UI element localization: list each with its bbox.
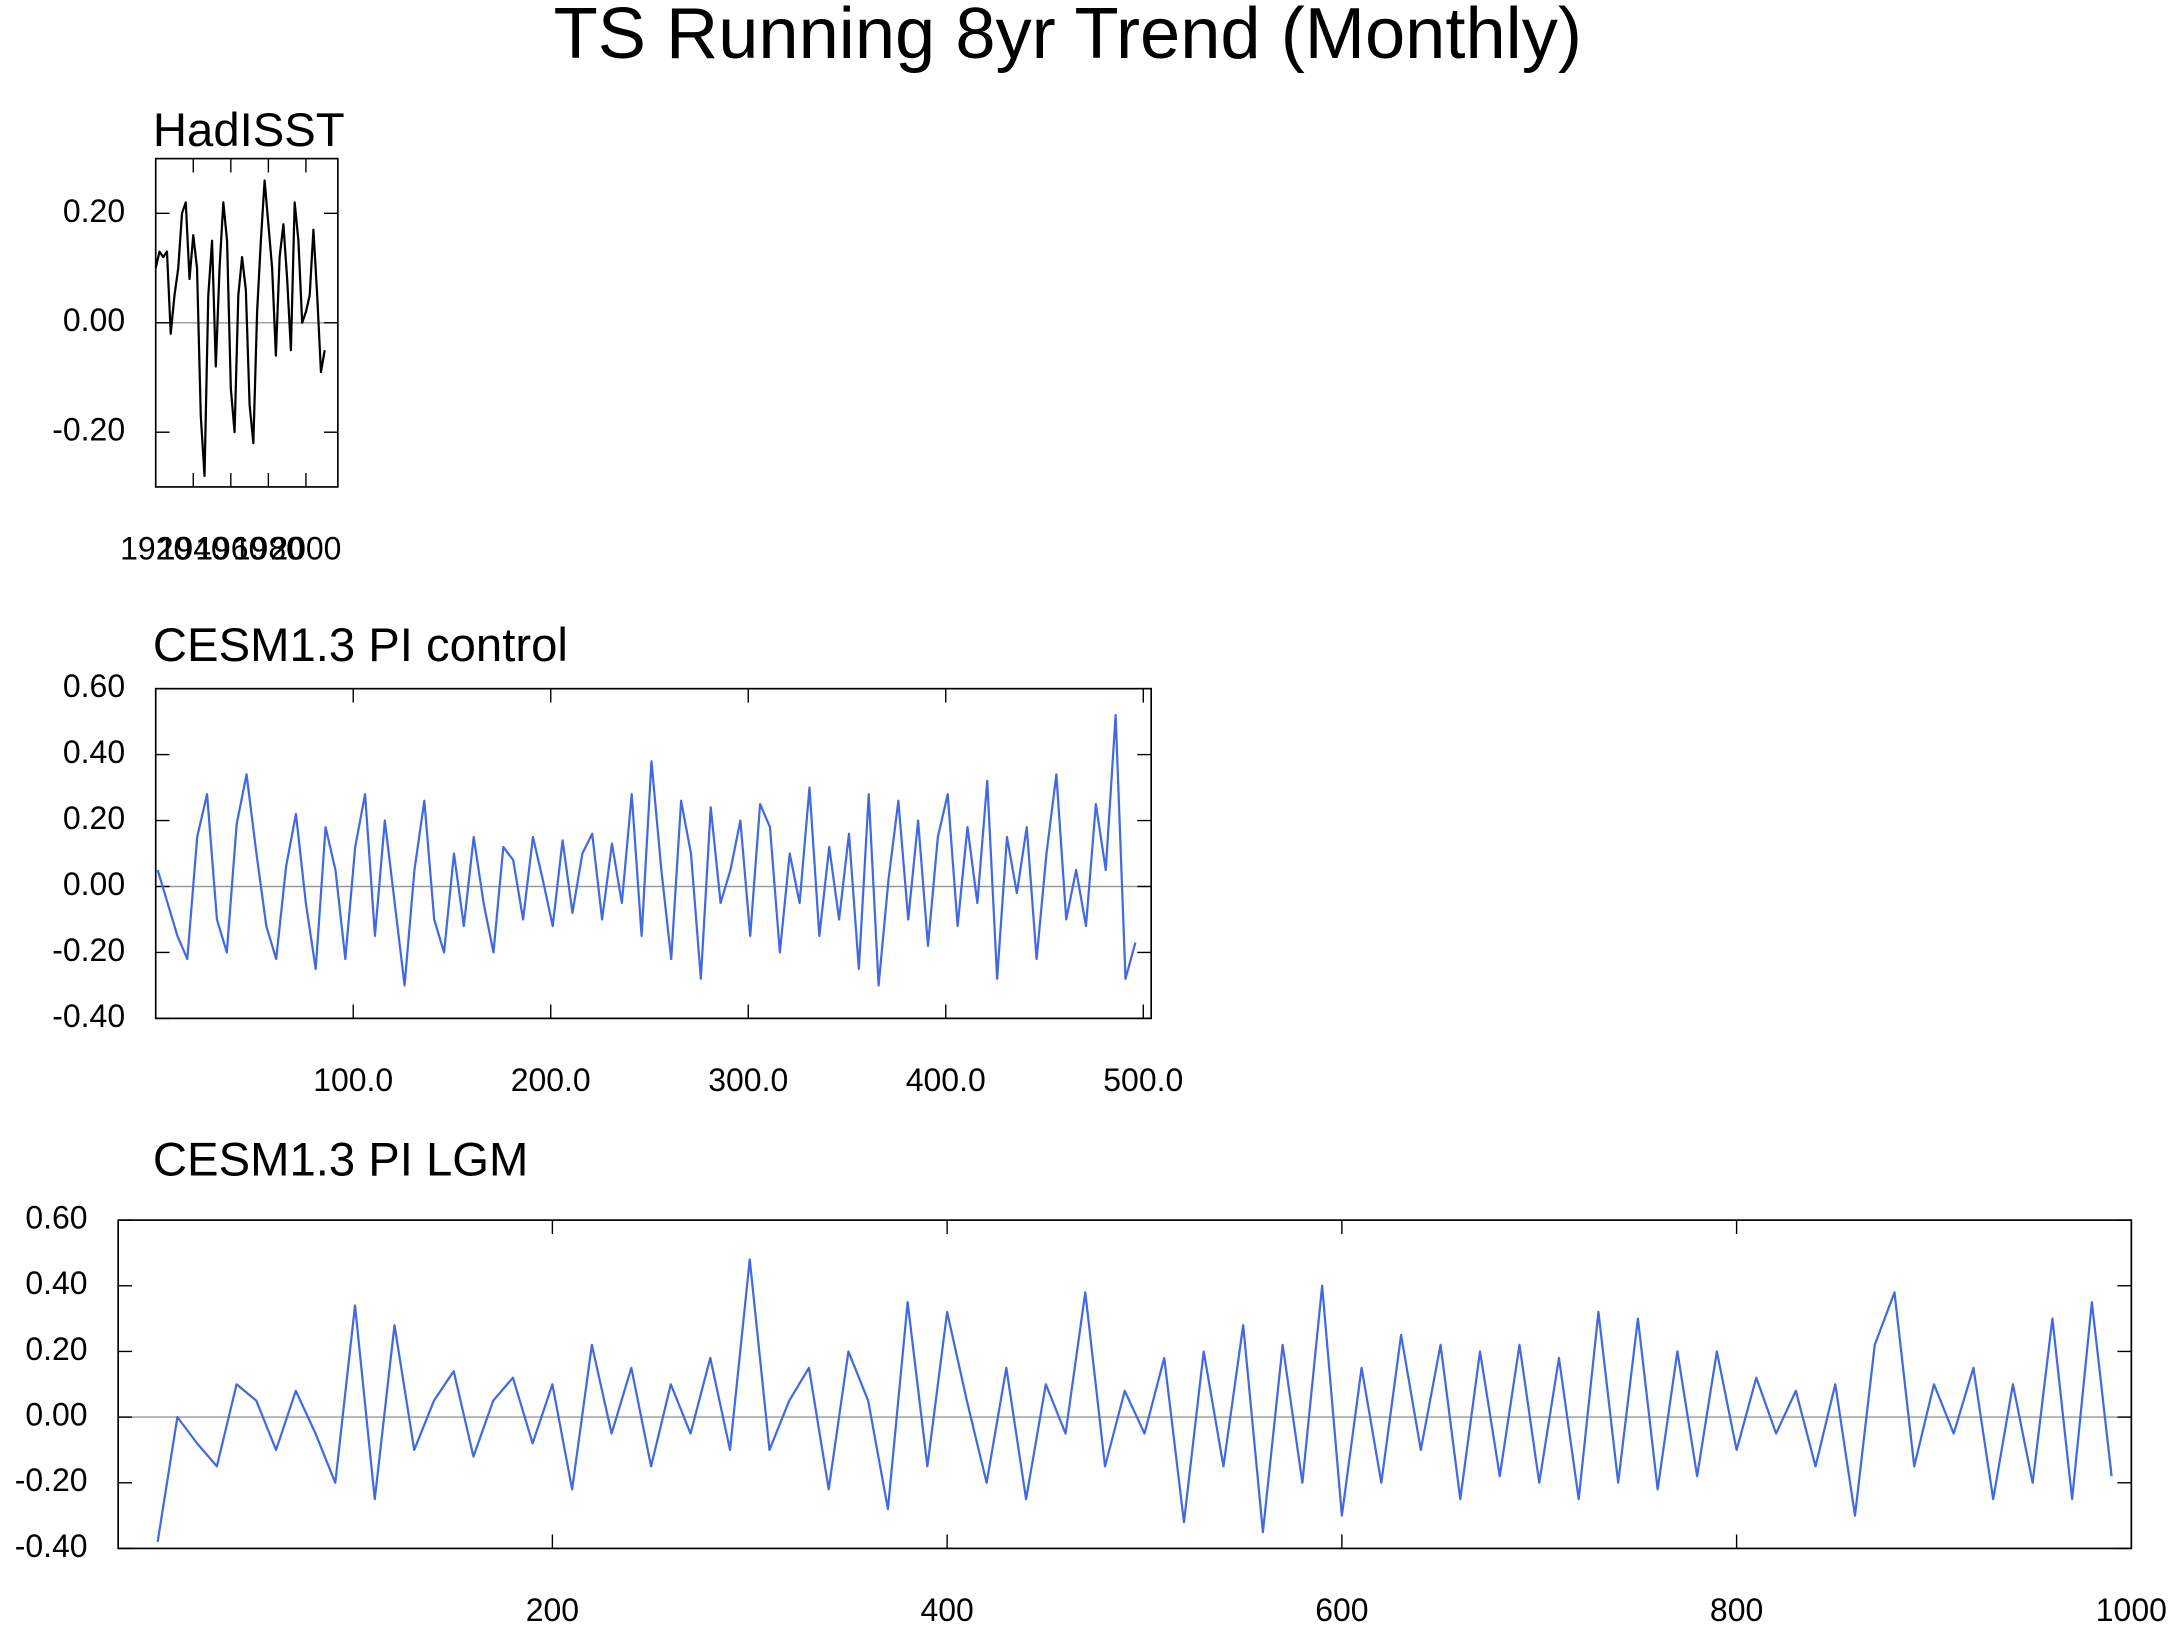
x-tick-label: 300.0: [708, 1062, 788, 1098]
x-tick-label: 400: [920, 1592, 973, 1628]
x-tick-label: 2000: [270, 530, 341, 566]
y-tick-label: -0.40: [52, 998, 125, 1034]
y-tick-label: 0.00: [63, 866, 125, 902]
x-tick-label: 1000: [2096, 1592, 2167, 1628]
y-tick-label: 0.20: [63, 800, 125, 836]
figure-title: TS Running 8yr Trend (Monthly): [554, 0, 1582, 74]
y-tick-label: 0.60: [63, 668, 125, 704]
panel-title: CESM1.3 PI LGM: [153, 1134, 529, 1187]
plot-frame: [154, 687, 1153, 1020]
x-tick-label: 200.0: [511, 1062, 591, 1098]
data-line: [156, 1258, 2113, 1543]
data-line: [156, 713, 1137, 987]
plot-frame: [117, 1219, 2133, 1550]
y-tick-label: 0.20: [25, 1331, 87, 1367]
x-tick-label: 1940: [158, 530, 229, 566]
x-tick-label: 600: [1315, 1592, 1368, 1628]
x-tick-label: 500.0: [1103, 1062, 1183, 1098]
x-tick-label: 200: [526, 1592, 579, 1628]
panel-title: HadISST: [153, 104, 345, 157]
data-line: [154, 179, 326, 478]
y-tick-label: 0.40: [63, 734, 125, 770]
x-tick-label: 1920: [120, 530, 191, 566]
y-tick-label: 0.20: [63, 193, 125, 229]
y-tick-label: -0.20: [52, 412, 125, 448]
y-tick-label: 0.60: [25, 1200, 87, 1236]
y-tick-label: 0.00: [25, 1397, 87, 1433]
y-tick-label: -0.20: [15, 1462, 88, 1498]
x-tick-label: 1960: [195, 530, 266, 566]
y-tick-label: -0.40: [15, 1528, 88, 1564]
x-tick-label: 800: [1710, 1592, 1763, 1628]
plot-frame: [154, 157, 339, 488]
y-tick-label: 0.40: [25, 1265, 87, 1301]
y-tick-label: 0.00: [63, 302, 125, 338]
x-tick-label: 400.0: [906, 1062, 986, 1098]
panel-title: CESM1.3 PI control: [153, 619, 568, 672]
y-tick-label: -0.20: [52, 932, 125, 968]
x-tick-label: 1980: [233, 530, 304, 566]
x-tick-label: 100.0: [313, 1062, 393, 1098]
